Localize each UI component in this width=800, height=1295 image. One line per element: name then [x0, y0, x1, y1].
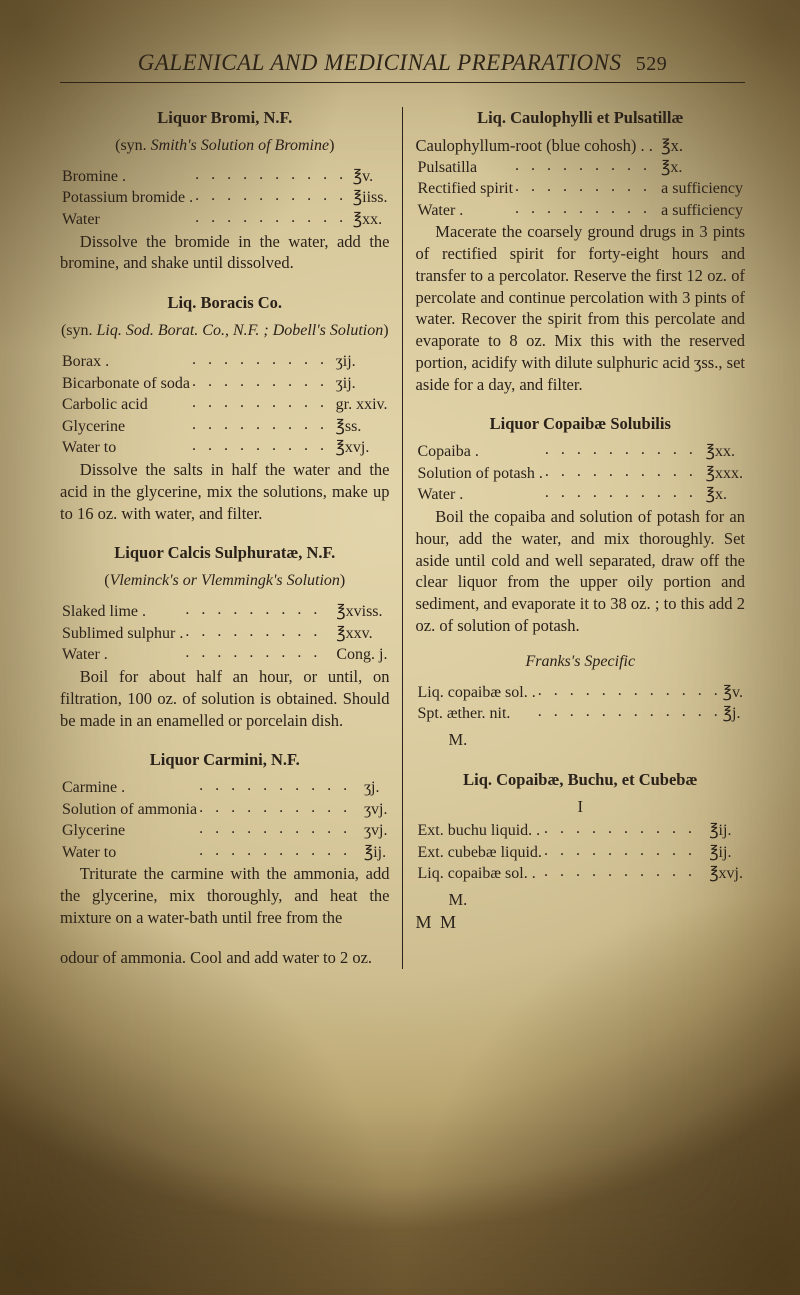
- running-head-text: GALENICAL AND MEDICINAL PREPARATIONS: [138, 50, 622, 75]
- syn-suffix: ): [383, 322, 388, 339]
- section-liq-boracis: Liq. Boracis Co. (syn. Liq. Sod. Borat. …: [60, 292, 390, 524]
- section-liq-caulophylli: Liq. Caulophylli et Pulsatillæ Caulophyl…: [416, 107, 746, 395]
- ingredients-table: Ext. buchu liquid. .℥ij. Ext. cubebæ liq…: [416, 820, 746, 885]
- syn-work: Liq. Sod. Borat. Co., N.F. ; Dobell's So…: [97, 322, 384, 339]
- table-row: Glycerineʒvj.: [60, 820, 390, 842]
- table-row: Solution of ammoniaʒvj.: [60, 799, 390, 821]
- section-title: Liquor Carmini, N.F.: [60, 749, 390, 771]
- table-row: Potassium bromide .℥iiss.: [60, 187, 390, 209]
- table-row: Bicarbonate of sodaʒij.: [60, 373, 390, 395]
- section-title: Liquor Copaibæ Solubilis: [416, 413, 746, 435]
- section-para: Dissolve the salts in half the water and…: [60, 459, 390, 524]
- table-row: Rectified spirita sufficiency: [416, 178, 746, 200]
- section-synonym: (syn. Smith's Solution of Bromine): [60, 135, 390, 156]
- section-liquor-bromi: Liquor Bromi, N.F. (syn. Smith's Solutio…: [60, 107, 390, 274]
- section-liquor-calcis: Liquor Calcis Sulphuratæ, N.F. (Vleminck…: [60, 542, 390, 731]
- table-row: Solution of potash .℥xxx.: [416, 463, 746, 485]
- running-head: GALENICAL AND MEDICINAL PREPARATIONS 529: [60, 50, 745, 76]
- table-row: Ext. buchu liquid. .℥ij.: [416, 820, 746, 842]
- table-row: Ext. cubebæ liquid.℥ij.: [416, 842, 746, 864]
- table-row: Water to℥xvj.: [60, 437, 390, 459]
- table-row: Liq. copaibæ sol. .℥xvj.: [416, 863, 746, 885]
- section-title: Liq. Copaibæ, Buchu, et Cubebæ: [416, 769, 746, 791]
- syn-prefix: (syn.: [115, 137, 151, 154]
- ingredients-table: Copaiba .℥xx. Solution of potash .℥xxx. …: [416, 441, 746, 506]
- table-row: Water .a sufficiency: [416, 200, 746, 222]
- section-para: Boil for about half an hour, or until, o…: [60, 666, 390, 731]
- syn-work: Vleminck's or Vlemmingk's Solution: [110, 572, 340, 589]
- table-row: Slaked lime .℥xviss.: [60, 601, 390, 623]
- section-synonym: (syn. Liq. Sod. Borat. Co., N.F. ; Dobel…: [60, 320, 390, 341]
- section-title: Liquor Bromi, N.F.: [60, 107, 390, 129]
- ingredients-table: Slaked lime .℥xviss. Sublimed sulphur .℥…: [60, 601, 390, 666]
- body-columns: Liquor Bromi, N.F. (syn. Smith's Solutio…: [60, 107, 745, 969]
- table-row: Liq. copaibæ sol. .℥v.: [416, 682, 746, 704]
- table-row: Water .℥x.: [416, 484, 746, 506]
- table-row: Carbolic acidgr. xxiv.: [60, 394, 390, 416]
- table-row: Glycerine℥ss.: [60, 416, 390, 438]
- syn-suffix: ): [340, 572, 345, 589]
- continuation-text: odour of ammonia. Cool and add water to …: [60, 947, 390, 969]
- table-row: Spt. æther. nit.℥j.: [416, 703, 746, 725]
- section-liquor-carmini: Liquor Carmini, N.F. Carmine .ʒj. Soluti…: [60, 749, 390, 928]
- section-liq-copaibae-buchu: Liq. Copaibæ, Buchu, et Cubebæ I Ext. bu…: [416, 769, 746, 935]
- signature-mark: M M: [416, 911, 746, 935]
- syn-work: Smith's Solution of Bromine: [151, 137, 329, 154]
- header-rule: [60, 82, 745, 83]
- section-synonym: (Vleminck's or Vlemmingk's Solution): [60, 570, 390, 591]
- page-number: 529: [636, 53, 668, 75]
- misce: M.: [449, 729, 746, 751]
- roman-numeral: I: [416, 796, 746, 818]
- table-row: Copaiba .℥xx.: [416, 441, 746, 463]
- ingredients-table: Pulsatilla℥x. Rectified spirita sufficie…: [416, 157, 746, 222]
- table-row: Water℥xx.: [60, 209, 390, 231]
- ingredients-table: Bromine .℥v. Potassium bromide .℥iiss. W…: [60, 166, 390, 231]
- section-liquor-copaibae: Liquor Copaibæ Solubilis Copaiba .℥xx. S…: [416, 413, 746, 750]
- table-row: Pulsatilla℥x.: [416, 157, 746, 179]
- ingredients-table: Liq. copaibæ sol. .℥v. Spt. æther. nit.℥…: [416, 682, 746, 725]
- section-title: Liq. Caulophylli et Pulsatillæ: [416, 107, 746, 129]
- syn-prefix: (syn.: [61, 322, 97, 339]
- ingredients-table: Carmine .ʒj. Solution of ammoniaʒvj. Gly…: [60, 777, 390, 863]
- misce: M.: [449, 889, 746, 911]
- table-row: Water to℥ij.: [60, 842, 390, 864]
- section-para: Triturate the carmine with the ammonia, …: [60, 863, 390, 928]
- section-para: Boil the copaiba and solution of potash …: [416, 506, 746, 637]
- table-row: Bromine .℥v.: [60, 166, 390, 188]
- section-continuation: odour of ammonia. Cool and add water to …: [60, 947, 390, 969]
- table-row: Water .Cong. j.: [60, 644, 390, 666]
- ingredients-table: Borax .ʒij. Bicarbonate of sodaʒij. Carb…: [60, 351, 390, 459]
- section-title: Liq. Boracis Co.: [60, 292, 390, 314]
- section-para: Macerate the coarsely ground drugs in 3 …: [416, 221, 746, 395]
- section-title: Liquor Calcis Sulphuratæ, N.F.: [60, 542, 390, 564]
- page: GALENICAL AND MEDICINAL PREPARATIONS 529…: [0, 0, 800, 1295]
- franks-title: Franks's Specific: [416, 651, 746, 672]
- table-row: Carmine .ʒj.: [60, 777, 390, 799]
- table-row: Caulophyllum-root (blue cohosh) . . ℥x.: [416, 135, 746, 157]
- table-row: Sublimed sulphur .℥xxv.: [60, 623, 390, 645]
- table-row: Borax .ʒij.: [60, 351, 390, 373]
- syn-suffix: ): [329, 137, 334, 154]
- section-para: Dissolve the bromide in the water, add t…: [60, 231, 390, 275]
